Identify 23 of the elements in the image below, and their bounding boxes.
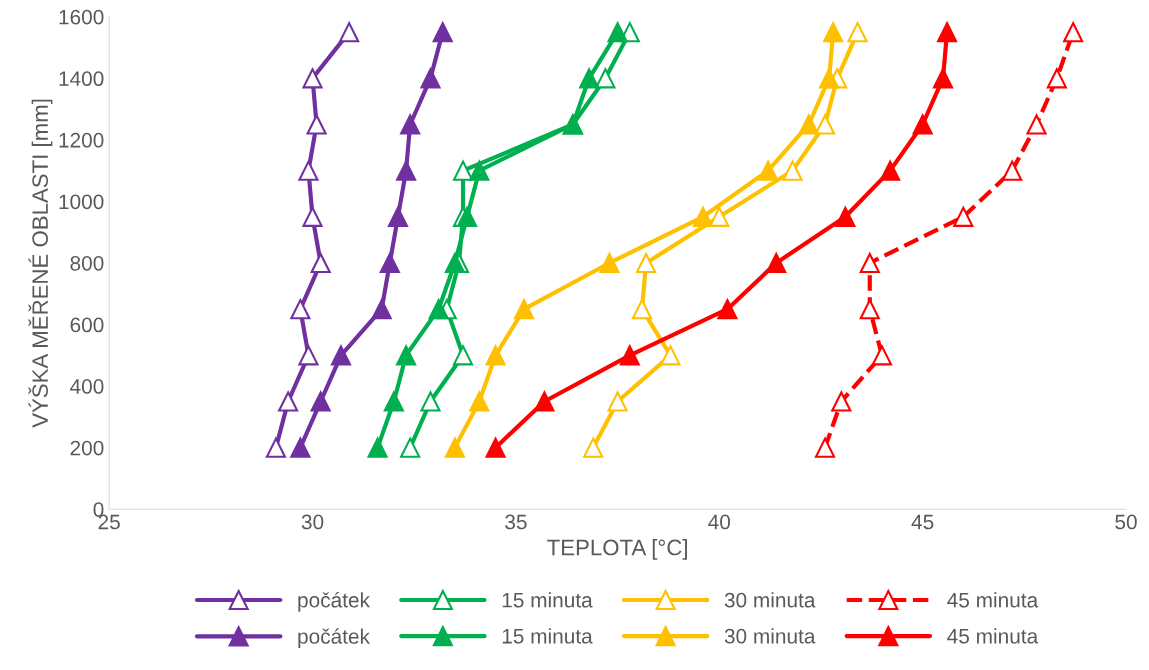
- legend-label: 45 minuta: [947, 628, 1039, 644]
- legend-label: 30 minuta: [724, 628, 816, 644]
- y-tick-label: 1200: [59, 132, 104, 148]
- legend-label: počátek: [298, 628, 370, 648]
- y-tick-label: 400: [70, 379, 104, 394]
- legend-label: 45 minuta: [947, 592, 1039, 608]
- x-tick-label: 30: [301, 514, 324, 530]
- y-tick-label: 1600: [59, 9, 104, 25]
- x-tick-label: 35: [505, 514, 527, 530]
- x-tick-label: 40: [708, 514, 731, 530]
- legend-label: 15 minuta: [502, 628, 593, 644]
- x-tick-label: 45: [911, 514, 934, 530]
- x-tick-label: 50: [1115, 514, 1137, 530]
- legend-label: počátek: [298, 591, 370, 612]
- y-tick-label: 1400: [59, 71, 104, 87]
- legend-label: 15 minuta: [502, 592, 593, 608]
- y-tick-label: 800: [70, 255, 104, 271]
- y-axis-title: VÝŠKA MĚŘENÉ OBLASTI [mm]: [28, 99, 53, 428]
- y-tick-label: 600: [70, 317, 104, 333]
- y-tick-label: 1000: [59, 194, 104, 210]
- y-tick-label: 200: [70, 440, 104, 456]
- x-axis-title: TEPLOTA [°C]: [547, 539, 687, 560]
- legend-label: 30 minuta: [724, 592, 816, 608]
